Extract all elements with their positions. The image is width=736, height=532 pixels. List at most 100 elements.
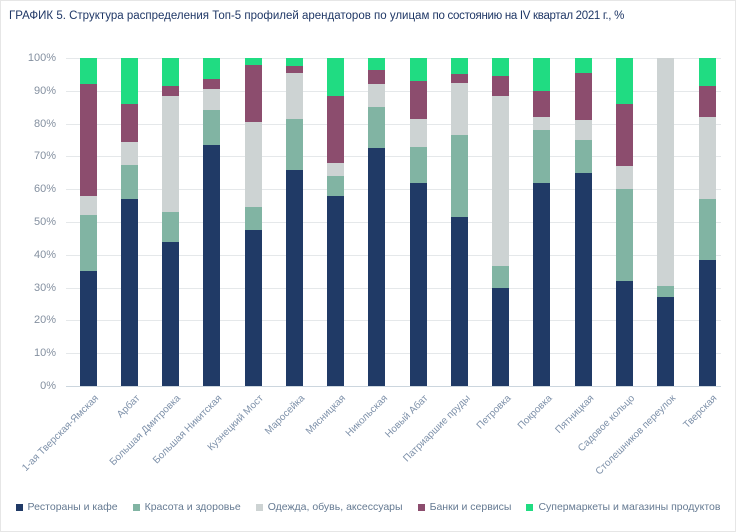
bar-segment: [492, 76, 510, 96]
x-tick-label: Арбат: [114, 393, 143, 421]
bar-segment: [285, 58, 303, 67]
x-tick-label: Покровка: [516, 393, 555, 432]
legend-label: Одежда, обувь, аксессуары: [267, 501, 403, 513]
bar-segment: [492, 58, 510, 77]
legend-item: Рестораны и кафе: [15, 501, 118, 513]
gridline: [66, 320, 721, 322]
legend-item: Красота и здоровье: [132, 501, 241, 513]
bar-segment: [574, 72, 592, 121]
bar-segment: [616, 281, 633, 386]
legend-item: Одежда, обувь, аксессуары: [255, 501, 403, 513]
bar-segment: [409, 118, 427, 147]
stacked-bar: [120, 58, 138, 386]
bar-segment: [203, 89, 221, 111]
stacked-bar: [368, 58, 386, 386]
x-tick-label: Пятницкая: [553, 393, 597, 436]
chart-title-main: ГРАФИК 5. Структура распределения Топ-5 …: [9, 10, 433, 22]
bar-segment: [244, 64, 262, 122]
bar-segment: [327, 176, 345, 196]
bar-segment: [162, 241, 180, 386]
bar-segment: [285, 118, 303, 170]
bar-segment: [244, 121, 262, 208]
bar-segment: [368, 107, 386, 149]
bar-segment: [120, 103, 138, 142]
gridline: [66, 353, 721, 355]
gridline: [66, 222, 721, 223]
bar-segment: [327, 162, 345, 177]
bar-segment: [574, 58, 592, 73]
stacked-bar: [327, 58, 345, 386]
y-tick-label: 50%: [33, 216, 56, 228]
legend-item: Супермаркеты и магазины продуктов: [526, 501, 720, 513]
bar-segment: [120, 141, 138, 165]
bar-segment: [203, 58, 221, 80]
bar-segment: [533, 117, 551, 131]
bar-segment: [162, 212, 180, 242]
bar-segment: [616, 103, 633, 167]
stacked-bar: [285, 58, 303, 386]
legend-marker: [255, 503, 263, 511]
y-tick-label: 90%: [33, 84, 56, 97]
gridline: [66, 90, 721, 92]
bar-segment: [450, 135, 468, 218]
bar-segment: [657, 297, 675, 386]
bar-segment: [574, 140, 592, 173]
bar-segment: [120, 199, 138, 386]
stacked-bar: [409, 58, 427, 386]
bar-segment: [616, 58, 633, 104]
x-tick-label: Петровка: [474, 393, 514, 432]
gridline: [66, 189, 721, 191]
bar-segment: [79, 195, 97, 216]
y-tick-label: 80%: [33, 117, 56, 130]
legend-label: Рестораны и кафе: [27, 501, 118, 513]
stacked-bar: [698, 58, 716, 386]
plot-area: 0% 10% 20% 30% 40% 50% 60% 70% 80% 90% 100% 1-ая Т…: [20, 52, 721, 477]
bar-segment: [368, 148, 386, 386]
y-tick-label: 0%: [40, 380, 56, 392]
bar-segment: [450, 74, 468, 83]
gridline: [66, 287, 721, 289]
bar-segment: [244, 207, 262, 231]
stacked-bar: [162, 58, 180, 386]
bar-segment: [533, 58, 551, 91]
gridline: [66, 156, 721, 158]
y-tick-label: 40%: [33, 248, 56, 261]
bar-segment: [492, 95, 510, 267]
x-axis-labels: 1-ая Тверская-Ямская Арбат Большая Дмитров…: [20, 58, 721, 477]
bar-segment: [698, 117, 716, 200]
legend-marker: [132, 503, 140, 511]
stacked-bar: [203, 58, 221, 386]
legend-marker: [417, 503, 425, 511]
bar-segment: [120, 164, 138, 200]
x-tick-label: Маросейка: [262, 393, 308, 438]
bar-segment: [285, 66, 303, 73]
bar-segment: [327, 95, 345, 163]
bar-segment: [79, 84, 97, 196]
y-tick-label: 100%: [27, 52, 56, 64]
bar-segment: [120, 58, 138, 104]
bar-segment: [203, 110, 221, 145]
bar-segment: [162, 95, 180, 213]
y-tick-label: 70%: [33, 150, 56, 163]
legend-label: Банки и сервисы: [429, 501, 512, 513]
stacked-bar: [492, 58, 510, 386]
bar-segment: [203, 79, 221, 90]
bar-segment: [368, 84, 386, 108]
bar-segment: [698, 259, 716, 386]
stacked-bar: [79, 58, 97, 386]
x-tick-label: Столешников переулок: [594, 393, 679, 478]
bar-segment: [533, 130, 551, 183]
bar-segment: [162, 58, 180, 86]
legend-label: Супермаркеты и магазины продуктов: [538, 501, 721, 513]
stacked-bar: [244, 58, 262, 386]
bar-segment: [368, 58, 386, 70]
bar-segment: [492, 266, 510, 288]
bar-segment: [616, 189, 633, 282]
bar-segment: [492, 287, 510, 386]
bar-segment: [450, 217, 468, 386]
bar-segment: [162, 85, 180, 96]
x-tick-label: Мясницкая: [304, 393, 349, 437]
bar-segment: [285, 72, 303, 119]
gridline: [66, 58, 721, 59]
